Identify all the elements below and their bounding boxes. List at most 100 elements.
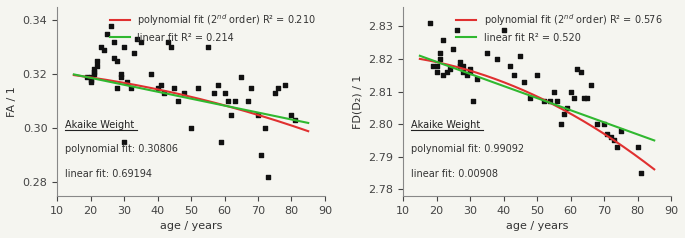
Text: linear fit: 0.00908: linear fit: 0.00908 [411, 169, 498, 179]
Point [289, 118, 300, 122]
Point [82, 75, 92, 79]
Point [428, 64, 439, 67]
Point [209, 91, 220, 95]
Point [99, 48, 110, 52]
Point [85, 78, 96, 82]
Point [578, 96, 589, 100]
Point [438, 38, 449, 41]
Point [434, 57, 445, 61]
Point [545, 99, 556, 103]
Point [262, 175, 273, 179]
Text: linear fit: 0.69194: linear fit: 0.69194 [65, 169, 152, 179]
Point [286, 113, 297, 117]
Point [192, 86, 203, 90]
Legend: polynomial fit (2$^{nd}$ order) R² = 0.576, linear fit R² = 0.520: polynomial fit (2$^{nd}$ order) R² = 0.5… [453, 8, 666, 46]
Point [606, 135, 616, 139]
Point [558, 113, 569, 116]
Point [115, 73, 126, 76]
Point [179, 91, 190, 95]
Point [112, 86, 123, 90]
Point [216, 140, 227, 144]
Point [253, 113, 264, 117]
Point [569, 96, 580, 100]
Point [468, 99, 479, 103]
Point [88, 70, 99, 74]
Point [425, 21, 436, 25]
Point [464, 67, 475, 71]
Point [152, 86, 163, 90]
Point [112, 59, 123, 63]
Point [551, 99, 562, 103]
Point [538, 99, 549, 103]
Point [572, 67, 583, 71]
Point [592, 122, 603, 126]
Point [136, 40, 147, 44]
Point [85, 81, 96, 84]
Point [602, 132, 613, 136]
Text: polynomial fit: 0.30806: polynomial fit: 0.30806 [65, 144, 178, 154]
Point [448, 47, 459, 51]
Point [212, 83, 223, 87]
Point [438, 73, 449, 77]
Point [273, 86, 284, 90]
Point [471, 77, 482, 80]
Point [269, 91, 280, 95]
Text: Akaike Weight: Akaike Weight [65, 120, 134, 130]
Point [226, 113, 237, 117]
Point [108, 56, 119, 60]
Point [491, 57, 502, 61]
Point [508, 73, 519, 77]
Point [236, 75, 247, 79]
Point [608, 139, 619, 142]
Point [115, 75, 126, 79]
Point [108, 40, 119, 44]
Point [145, 73, 156, 76]
Point [169, 86, 179, 90]
Point [242, 99, 253, 103]
Point [525, 96, 536, 100]
Point [441, 70, 452, 74]
Point [599, 122, 610, 126]
Y-axis label: FA / 1: FA / 1 [7, 86, 17, 117]
Point [548, 90, 559, 94]
Point [636, 171, 647, 175]
Point [246, 86, 257, 90]
Point [105, 24, 116, 28]
Point [455, 64, 466, 67]
Point [186, 126, 197, 130]
Point [223, 99, 234, 103]
Point [445, 67, 456, 71]
Legend: polynomial fit (2$^{nd}$ order) R² = 0.210, linear fit R² = 0.214: polynomial fit (2$^{nd}$ order) R² = 0.2… [106, 8, 320, 46]
X-axis label: age / years: age / years [160, 221, 222, 231]
Point [92, 64, 103, 68]
Point [461, 73, 472, 77]
Point [172, 99, 183, 103]
Point [431, 64, 442, 67]
Point [518, 80, 529, 84]
Point [451, 28, 462, 32]
Point [612, 145, 623, 149]
Point [562, 106, 573, 110]
Point [92, 59, 103, 63]
Point [585, 83, 596, 87]
Point [95, 45, 106, 49]
Y-axis label: FD(D₂) / 1: FD(D₂) / 1 [353, 74, 363, 129]
Point [132, 37, 143, 41]
Point [88, 67, 99, 71]
Point [464, 70, 475, 74]
Point [565, 90, 576, 94]
Point [129, 51, 140, 55]
Point [455, 64, 466, 67]
Point [434, 51, 445, 55]
Point [279, 83, 290, 87]
Text: Akaike Weight: Akaike Weight [411, 120, 480, 130]
Point [102, 32, 113, 36]
Point [458, 64, 469, 67]
X-axis label: age / years: age / years [506, 221, 569, 231]
Point [85, 75, 96, 79]
Point [256, 154, 267, 157]
Point [155, 83, 166, 87]
Point [88, 73, 99, 76]
Point [555, 122, 566, 126]
Point [458, 70, 469, 74]
